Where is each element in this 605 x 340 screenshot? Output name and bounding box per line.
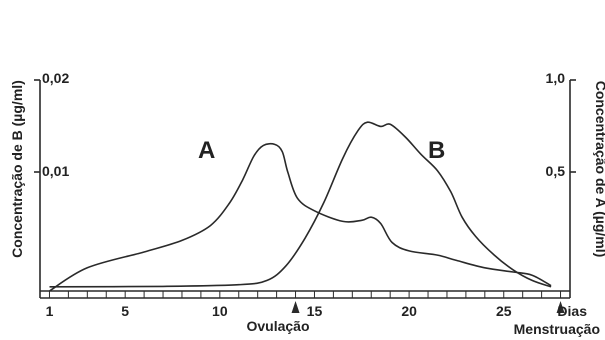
right-y-axis-title: Concentração de A (µg/ml) bbox=[593, 81, 605, 258]
right-y-tick-label-05: 0,5 bbox=[546, 163, 566, 179]
x-tick-label: 5 bbox=[121, 303, 129, 319]
series-b-label: B bbox=[428, 137, 445, 164]
x-tick-label: 10 bbox=[212, 303, 228, 319]
x-tick-label: 15 bbox=[307, 303, 323, 319]
series-a-label: A bbox=[198, 137, 215, 164]
left-y-tick-label-002: 0,02 bbox=[42, 70, 69, 86]
x-axis-day-ticks bbox=[48, 291, 562, 298]
left-y-tick-label-001: 0,01 bbox=[42, 163, 69, 179]
series-b-line bbox=[49, 121, 552, 288]
ovulation-label: Ovulação bbox=[246, 318, 309, 334]
right-y-tick-label-10: 1,0 bbox=[546, 70, 566, 86]
left-y-axis-title: Concentração de B (µg/ml) bbox=[9, 80, 25, 258]
series-a-line bbox=[49, 142, 552, 292]
x-tick-label: 25 bbox=[496, 303, 512, 319]
x-axis-tick-labels: 1 5 10 15 20 25 bbox=[46, 303, 512, 319]
x-axis-title: Dias bbox=[557, 303, 587, 319]
ovulation-marker-icon bbox=[291, 301, 300, 313]
menstruation-marker-icon bbox=[556, 301, 565, 313]
x-tick-label: 20 bbox=[401, 303, 417, 319]
menstruation-label: Menstruação bbox=[514, 321, 600, 337]
x-tick-label: 1 bbox=[46, 303, 54, 319]
